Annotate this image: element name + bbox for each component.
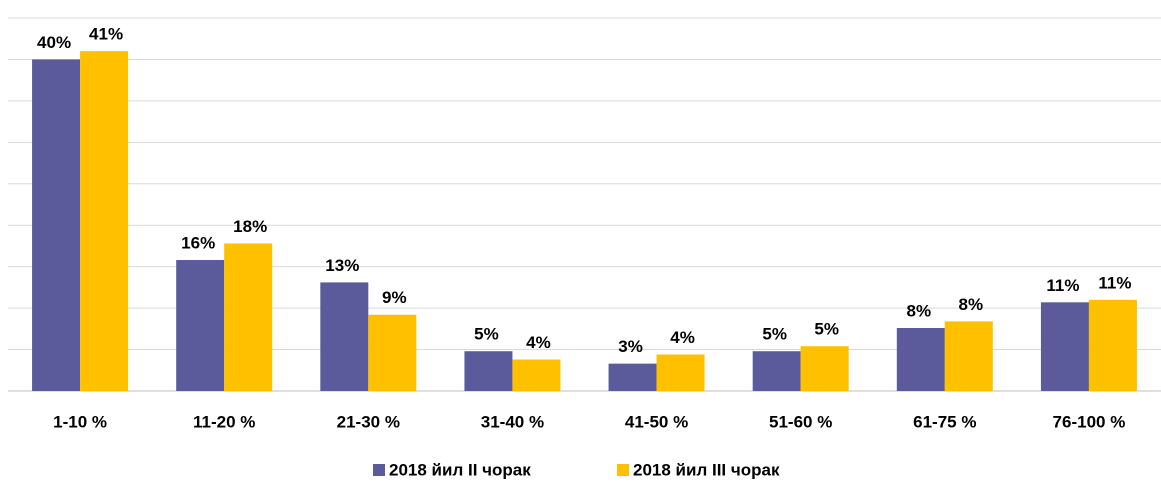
bar (896, 328, 945, 391)
bar (368, 314, 417, 391)
data-label: 5% (814, 320, 839, 339)
bar (512, 359, 561, 391)
data-label: 5% (474, 325, 499, 344)
x-tick-label: 1-10 % (53, 412, 107, 431)
legend-swatch (617, 464, 629, 476)
x-tick-label: 61-75 % (913, 412, 976, 431)
data-label: 5% (762, 325, 787, 344)
data-label: 18% (233, 217, 267, 236)
data-label: 4% (526, 333, 551, 352)
legend-label: 2018 йил III чорак (633, 460, 780, 479)
data-label: 8% (907, 301, 932, 320)
legend-swatch (373, 464, 385, 476)
data-label: 41% (89, 25, 123, 44)
data-label: 13% (325, 256, 359, 275)
data-label: 16% (181, 234, 215, 253)
bar (800, 346, 849, 391)
bar (464, 351, 513, 391)
data-label: 9% (382, 288, 407, 307)
data-label: 4% (670, 328, 695, 347)
x-tick-label: 31-40 % (481, 412, 544, 431)
bar (176, 260, 225, 391)
bar (80, 51, 129, 392)
bar (608, 363, 657, 391)
x-tick-label: 21-30 % (337, 412, 400, 431)
x-tick-label: 11-20 % (193, 412, 255, 431)
bar (1040, 302, 1089, 391)
data-label: 3% (618, 337, 643, 356)
bar (32, 59, 81, 391)
data-label: 40% (37, 33, 71, 52)
bar (224, 243, 273, 391)
bar (1088, 299, 1137, 391)
bar (656, 354, 705, 391)
legend-label: 2018 йил II чорак (389, 460, 531, 479)
data-label: 11% (1098, 273, 1131, 292)
bar (320, 282, 369, 391)
x-tick-label: 41-50 % (625, 412, 688, 431)
bar (752, 351, 801, 391)
bar (944, 321, 993, 391)
x-tick-label: 51-60 % (769, 412, 832, 431)
data-label: 8% (959, 295, 984, 314)
data-label: 11% (1046, 276, 1079, 295)
x-tick-label: 76-100 % (1053, 412, 1126, 431)
